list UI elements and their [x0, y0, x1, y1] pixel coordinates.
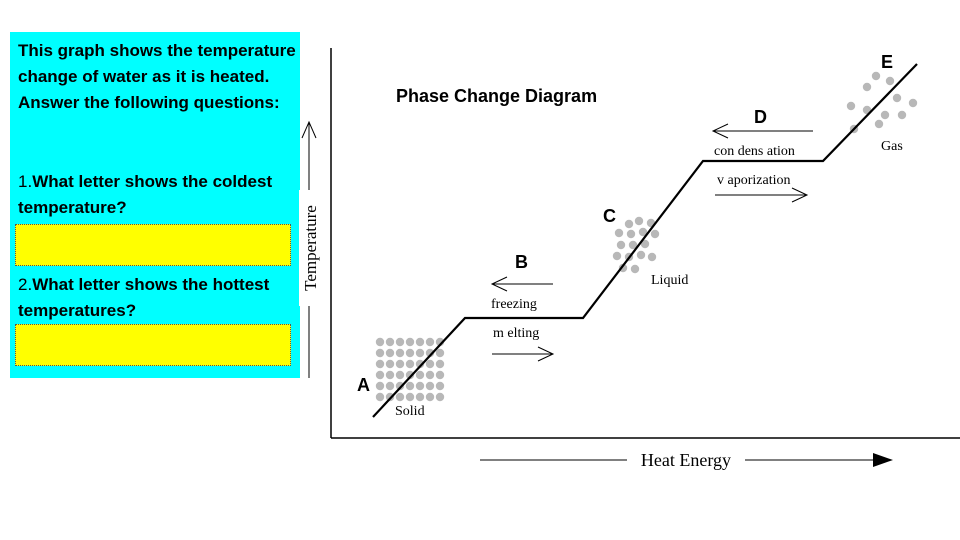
melting-label: m elting	[493, 326, 539, 341]
y-axis-arrowhead	[301, 120, 317, 139]
vaporization-label: v aporization	[717, 173, 790, 188]
x-axis-arrowhead	[873, 453, 893, 467]
heating-curve	[372, 63, 918, 418]
point-b-label: B	[515, 252, 528, 272]
question-1-text: What letter shows the coldest temperatur…	[18, 172, 273, 217]
answer-1-field[interactable]	[15, 224, 291, 266]
phase-change-diagram: Temperature Heat Energy Phase Change Dia…	[299, 48, 960, 472]
melting-arrowhead	[537, 346, 555, 362]
intro-text: This graph shows the temperature change …	[18, 41, 296, 112]
freezing-label: freezing	[491, 297, 537, 312]
liquid-particles	[612, 216, 660, 274]
liquid-label: Liquid	[651, 273, 688, 288]
solid-label: Solid	[395, 404, 425, 419]
question-1: 1.What letter shows the coldest temperat…	[18, 169, 298, 221]
condensation-arrowhead	[711, 123, 729, 139]
solid-particles	[375, 337, 445, 402]
condensation-label: con dens ation	[714, 144, 795, 159]
question-1-number: 1.	[18, 172, 33, 191]
freezing-arrowhead	[490, 276, 508, 292]
diagram-title: Phase Change Diagram	[396, 86, 597, 106]
x-axis-label: Heat Energy	[641, 450, 731, 470]
point-c-label: C	[603, 206, 616, 226]
point-a-label: A	[357, 375, 370, 395]
question-2: 2.What letter shows the hottest temperat…	[18, 272, 303, 324]
question-2-text: What letter shows the hottest temperatur…	[18, 275, 270, 320]
question-panel: This graph shows the temperature change …	[10, 32, 300, 378]
gas-label: Gas	[881, 139, 903, 154]
vaporization-arrowhead	[791, 187, 809, 203]
point-e-label: E	[881, 52, 893, 72]
y-axis-label: Temperature	[301, 205, 320, 291]
question-2-number: 2.	[18, 275, 33, 294]
answer-2-field[interactable]	[15, 324, 291, 366]
point-d-label: D	[754, 107, 767, 127]
